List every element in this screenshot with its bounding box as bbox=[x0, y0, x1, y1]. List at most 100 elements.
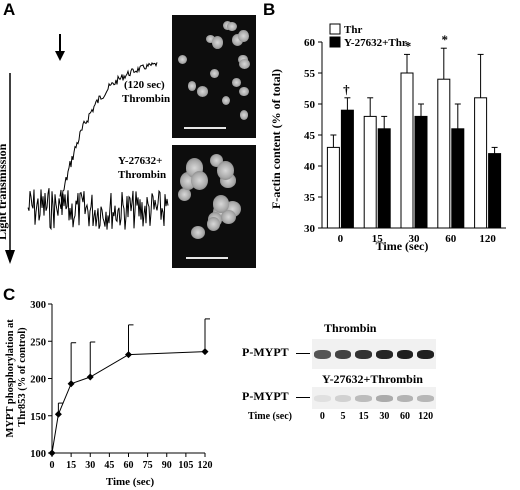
aggregation-trace-plot: Light transmission (120 sec) Thrombin Y-… bbox=[0, 34, 170, 264]
chart-b-x-tick-label: 15 bbox=[372, 233, 384, 245]
panel-c-letter: C bbox=[3, 285, 16, 304]
blot-band bbox=[396, 394, 414, 402]
western-blot-panel: Thrombin P-MYPT Y-27632+Thrombin P-MYPT … bbox=[236, 315, 520, 490]
blot-time-value: 5 bbox=[340, 411, 346, 422]
cell bbox=[191, 226, 206, 239]
cell bbox=[231, 33, 244, 47]
significance-marker: * bbox=[405, 38, 412, 53]
cell bbox=[190, 170, 208, 191]
chart-c-x-tick-label: 90 bbox=[162, 460, 172, 471]
legend-swatch-y27632 bbox=[329, 36, 341, 48]
cell bbox=[210, 69, 219, 79]
blot-band bbox=[396, 349, 414, 359]
chart-c-mypt-phosphorylation: 100 150 200 250 300 0 15 30 45 60 75 90 105 120 MYPT … bbox=[5, 300, 213, 488]
cell bbox=[177, 187, 191, 201]
data-point-0s bbox=[48, 449, 56, 457]
panel-b-letter: B bbox=[263, 0, 276, 19]
chart-c-x-tick-label: 105 bbox=[178, 460, 193, 471]
legend-label-thr: Thr bbox=[344, 24, 362, 36]
chart-c-y-tick-label: 150 bbox=[30, 412, 46, 423]
chart-c-y-axis-label: MYPT phosphorylation at Thr853 (% of con… bbox=[5, 317, 28, 438]
chart-b-y-tick-label: 30 bbox=[304, 223, 316, 235]
chart-b-x-tick-label: 30 bbox=[409, 233, 421, 245]
chart-c-x-tick-label: 15 bbox=[66, 460, 76, 471]
significance-marker: † bbox=[343, 82, 350, 97]
thrombin-trace-label-1: (120 sec) bbox=[124, 79, 165, 91]
blot-time-value: 30 bbox=[379, 411, 390, 422]
data-point-15s bbox=[67, 380, 75, 388]
cell bbox=[238, 29, 249, 42]
blot-title-thrombin: Thrombin bbox=[324, 321, 377, 335]
cell bbox=[196, 86, 208, 97]
blot-title-y27632-thrombin: Y-27632+Thrombin bbox=[322, 372, 423, 386]
cell bbox=[239, 86, 249, 97]
bar-thr-15 bbox=[363, 115, 377, 229]
light-transmission-label: Light transmission bbox=[0, 143, 9, 240]
blot-strip-y27632-thrombin bbox=[312, 387, 436, 409]
cell bbox=[177, 55, 187, 65]
chart-c-x-tick-label: 30 bbox=[85, 460, 95, 471]
chart-c-y-axis-label-line1: MYPT phosphorylation at bbox=[5, 319, 16, 438]
blot-row-label-top: P-MYPT bbox=[242, 345, 289, 359]
cell bbox=[217, 161, 234, 181]
blot-row-label-bottom: P-MYPT bbox=[242, 389, 289, 403]
blot-band bbox=[417, 349, 434, 359]
blot-band bbox=[417, 394, 434, 402]
blot-band bbox=[355, 349, 372, 359]
thrombin-addition-arrowhead bbox=[55, 51, 65, 61]
bar-y27632-0 bbox=[340, 109, 354, 229]
chart-c-y-tick-label: 300 bbox=[30, 300, 46, 311]
thrombin-trace-label-2: Thrombin bbox=[122, 93, 170, 105]
cell bbox=[187, 81, 197, 92]
chart-b-fact-content: 30 35 40 45 50 55 60 0 15 30 60 120 † * * F-actin con… bbox=[269, 23, 506, 253]
data-point-120s bbox=[201, 348, 209, 356]
blot-band bbox=[376, 349, 393, 359]
blot-band bbox=[314, 394, 331, 402]
blot-strip-thrombin bbox=[312, 339, 436, 369]
chart-c-y-axis-label-line2: Thr853 (% of control) bbox=[17, 327, 28, 427]
cell bbox=[206, 216, 221, 231]
light-transmission-arrowhead bbox=[5, 250, 15, 264]
cell bbox=[212, 195, 230, 213]
scale-bar bbox=[186, 257, 228, 259]
blot-band bbox=[334, 349, 352, 359]
blot-time-value: 15 bbox=[358, 411, 369, 422]
chart-c-x-tick-label: 75 bbox=[143, 460, 153, 471]
scale-bar bbox=[184, 127, 226, 129]
bar-y27632-60 bbox=[451, 128, 465, 229]
cell bbox=[222, 95, 231, 106]
chart-b-y-axis-label: F-actin content (% of total) bbox=[269, 69, 283, 209]
legend-label-y27632: Y-27632+Thr bbox=[344, 37, 407, 49]
chart-b-x-tick-label: 60 bbox=[445, 233, 457, 245]
chart-b-y-tick-label: 35 bbox=[304, 192, 316, 204]
blot-pointer-line-bottom bbox=[296, 397, 310, 398]
chart-b-y-tick-label: 45 bbox=[304, 130, 316, 142]
bar-y27632-30 bbox=[414, 115, 428, 229]
chart-c-x-tick-label: 60 bbox=[124, 460, 134, 471]
chart-c-y-tick-label: 200 bbox=[30, 375, 46, 386]
bar-y27632-120 bbox=[488, 153, 502, 229]
y27632-trace-label-1: Y-27632+ bbox=[118, 155, 162, 167]
chart-b-y-tick-label: 60 bbox=[304, 37, 316, 49]
panel-a-letter: A bbox=[3, 0, 16, 19]
chart-c-y-tick-label: 100 bbox=[30, 449, 46, 460]
thrombin-trace bbox=[27, 62, 158, 231]
chart-c-x-axis-label: Time (sec) bbox=[106, 476, 155, 488]
blot-pointer-line-top bbox=[296, 353, 310, 354]
blot-band bbox=[334, 394, 352, 402]
chart-c-x-tick-label: 120 bbox=[198, 460, 213, 471]
bar-thr-120 bbox=[474, 97, 488, 229]
significance-marker: * bbox=[442, 32, 449, 47]
cell bbox=[221, 209, 237, 224]
chart-b-x-axis-label: Time (sec) bbox=[376, 239, 429, 253]
chart-c-x-tick-label: 0 bbox=[50, 460, 55, 471]
cell bbox=[238, 59, 250, 70]
micrograph-thrombin bbox=[172, 15, 256, 138]
cell bbox=[239, 109, 249, 121]
blot-time-value: 0 bbox=[319, 411, 325, 422]
chart-c-series-line bbox=[51, 351, 206, 454]
blot-band bbox=[376, 394, 393, 402]
chart-c-x-tick-label: 45 bbox=[104, 460, 114, 471]
chart-b-y-tick-label: 40 bbox=[304, 161, 316, 173]
blot-time-value: 60 bbox=[399, 411, 410, 422]
